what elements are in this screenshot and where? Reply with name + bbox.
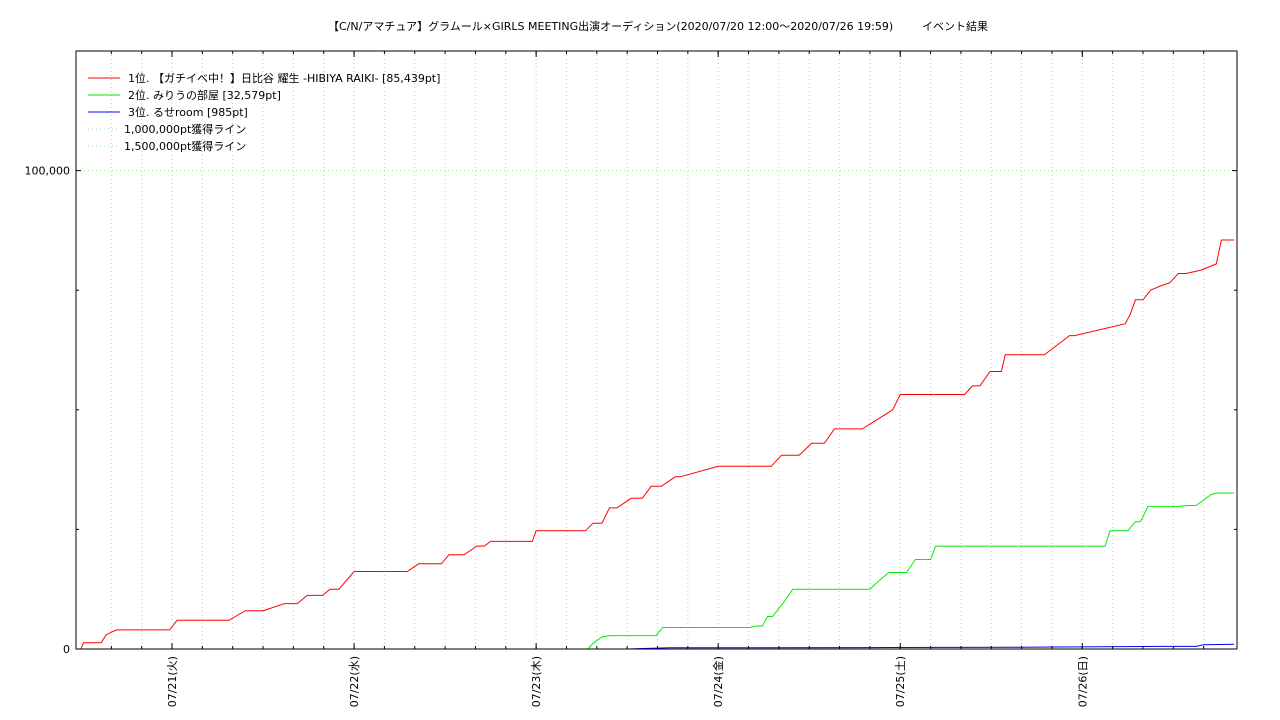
y-tick-label: 100,000: [25, 165, 71, 178]
x-tick-label: 07/23(木): [530, 656, 543, 707]
tick-layer: 0 100,000 07/21(火) 07/22(水) 07/23(木) 07/24(金)…: [25, 51, 1237, 707]
x-tick-label: 07/25(土): [894, 656, 907, 707]
x-tick-label: 07/26(日): [1076, 656, 1089, 707]
x-tick-label: 07/24(金): [711, 656, 725, 707]
legend-label: 1位. 【ガチイベ中！】日比谷 耀生 -HIBIYA RAIKI- [85,43…: [128, 71, 440, 85]
series-line: [88, 643, 1235, 650]
x-tick-label: 07/21(火): [166, 656, 179, 707]
chart-subtitle: イベント結果: [922, 19, 988, 33]
series-line: [587, 492, 1234, 650]
y-tick-label: 0: [63, 643, 70, 656]
legend-label: 3位. るせroom [985pt]: [128, 105, 248, 119]
series-line: [80, 239, 1234, 650]
legend-label: 1,000,000pt獲得ライン: [124, 123, 246, 136]
x-tick-label: 07/22(水): [348, 656, 361, 707]
legend-label: 1,500,000pt獲得ライン: [124, 140, 246, 153]
plot-frame: [75, 50, 1238, 650]
legend: 1位. 【ガチイベ中！】日比谷 耀生 -HIBIYA RAIKI- [85,43…: [88, 71, 440, 153]
legend-label: 2位. みりうの部屋 [32,579pt]: [128, 88, 281, 102]
chart-title: 【C/N/アマチュア】グラムール×GIRLS MEETING出演オーディション(…: [328, 19, 893, 33]
grid-layer: [76, 51, 1237, 649]
